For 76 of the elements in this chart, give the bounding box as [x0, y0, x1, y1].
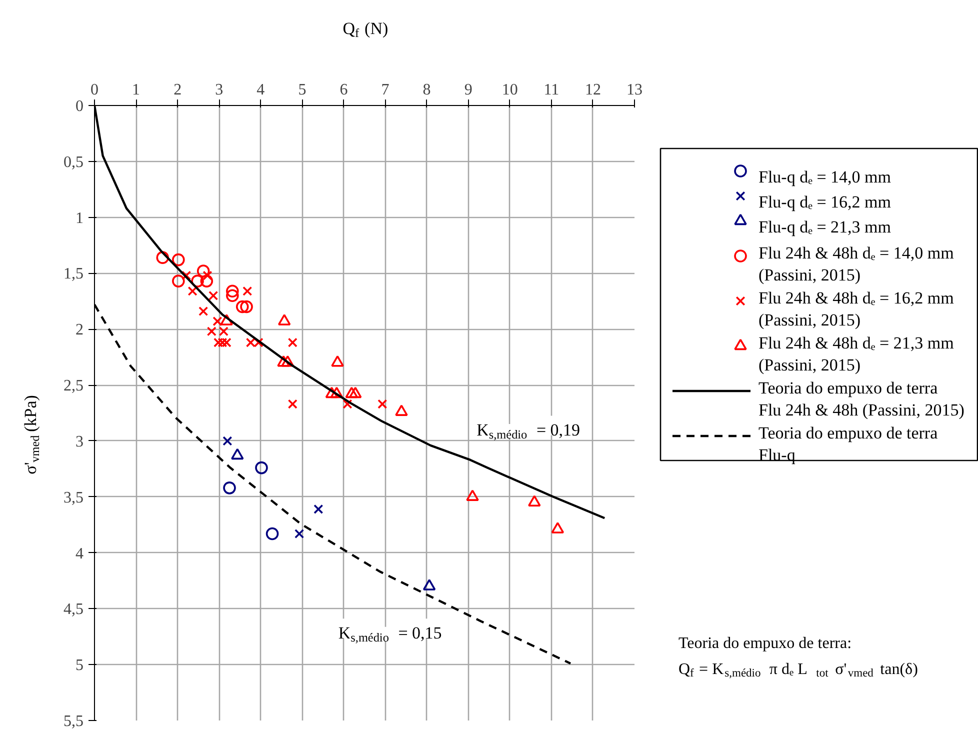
x-tick-label: 0 [90, 82, 98, 98]
y-tick-label: 1,5 [64, 266, 84, 283]
y-tick-label: 4,5 [64, 601, 84, 618]
point [378, 399, 388, 409]
point [198, 306, 208, 316]
point [206, 326, 216, 336]
y-axis-title: σ'vmed (kPa) [21, 395, 42, 474]
y-tick-label: 5,5 [64, 713, 84, 730]
legend-label: Teoria do empuxo de terra Flu 24h & 48h (Passini, 2015) [758, 378, 964, 420]
point [196, 264, 210, 278]
legend-label: Flu-q dₑ = 14,0 mm [758, 168, 891, 186]
x-tick-label: 9 [464, 82, 472, 98]
point [226, 289, 239, 302]
point [466, 490, 479, 501]
point [172, 253, 185, 266]
point [288, 338, 298, 348]
legend-label: Flu 24h & 48h dₑ = 14,0 mm (Passini, 2015) [758, 244, 954, 284]
point [220, 314, 233, 326]
y-tick-label: 0 [76, 98, 84, 115]
point [242, 286, 252, 296]
point [222, 436, 232, 446]
x-tick-label: 10 [502, 82, 518, 98]
point [528, 495, 541, 507]
point [345, 386, 358, 398]
point [288, 399, 298, 409]
x-tick-label: 13 [626, 82, 642, 98]
x-tick-label: 5 [298, 82, 306, 98]
point [156, 251, 170, 264]
point [218, 326, 228, 336]
y-tick-label: 2 [76, 322, 84, 339]
point [255, 461, 268, 474]
point [188, 286, 198, 296]
x-tick-label: 6 [340, 82, 348, 98]
x-tick-label: 11 [544, 82, 560, 98]
point [277, 355, 290, 367]
y-tick-label: 2,5 [64, 378, 84, 395]
legend-label: Flu 24h & 48h dₑ = 21,3 mm (Passini, 2015) [758, 334, 954, 374]
x-tick-label: 3 [215, 82, 224, 98]
point [200, 274, 214, 288]
x-tick-label: 8 [422, 82, 431, 98]
y-tick-label: 0,5 [64, 154, 84, 171]
point [551, 522, 564, 534]
point [281, 355, 294, 367]
point [236, 300, 249, 314]
point [314, 504, 324, 514]
point [342, 399, 352, 409]
point [395, 404, 408, 416]
y-tick-label: 3 [76, 433, 84, 450]
point [278, 314, 291, 326]
x-tick-label: 7 [381, 82, 390, 98]
y-tick-label: 4 [76, 545, 84, 562]
point [223, 482, 236, 494]
point [212, 316, 222, 326]
point [422, 579, 436, 590]
text: Teoria do empuxo de terra: [678, 635, 852, 652]
point [294, 528, 304, 539]
point [331, 355, 344, 367]
y-tick-label: 1 [76, 210, 84, 227]
x-tick-label: 4 [256, 82, 265, 98]
x-tick-label: 12 [584, 82, 601, 98]
legend-label: Flu-q dₑ = 21,3 mm [758, 218, 891, 236]
x-tick-label: 2 [174, 82, 182, 98]
point [266, 527, 279, 540]
legend-label: Flu 24h & 48h dₑ = 16,2 mm (Passini, 2015) [758, 288, 954, 330]
point [208, 290, 218, 300]
y-tick-label: 5 [76, 657, 84, 674]
point [218, 338, 228, 348]
point [325, 386, 338, 398]
point [240, 300, 253, 314]
point [348, 386, 362, 398]
legend-label: Flu-q dₑ = 16,2 mm [758, 192, 891, 212]
y-tick-label: 3,5 [64, 489, 84, 506]
x-tick-label: 1 [132, 82, 140, 98]
point [226, 284, 239, 298]
point [230, 448, 244, 460]
point [330, 386, 344, 398]
